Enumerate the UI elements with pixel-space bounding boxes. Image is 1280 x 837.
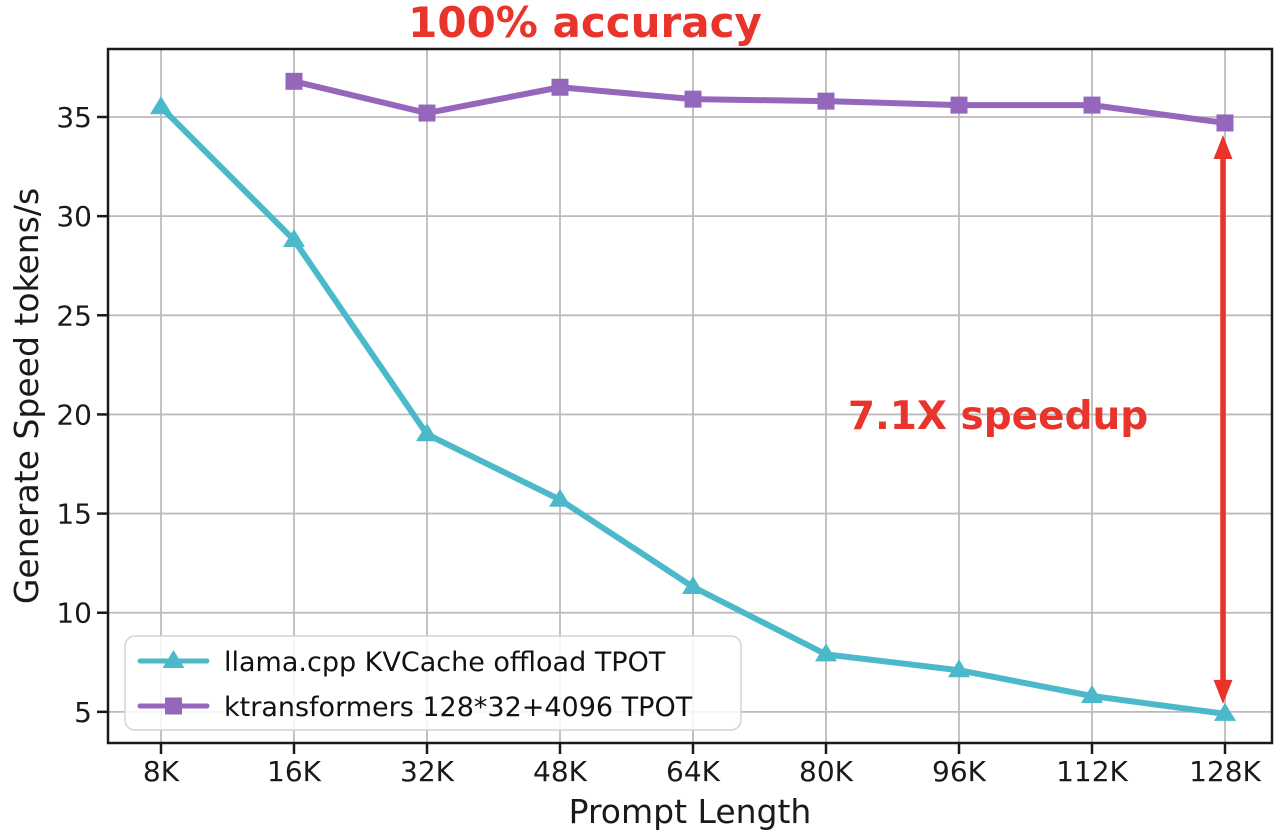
- legend: llama.cpp KVCache offload TPOT ktransfor…: [124, 635, 742, 731]
- series-line-1: [291, 78, 1228, 126]
- arrow-head-up: [1213, 134, 1233, 159]
- marker-0-6: [948, 659, 970, 678]
- xtick-label-64K: 64K: [666, 755, 721, 788]
- ytick-label-25: 25: [56, 299, 92, 332]
- xtick-label-16K: 16K: [267, 755, 322, 788]
- ytick-label-20: 20: [56, 398, 92, 431]
- marker-1-2: [551, 78, 569, 96]
- marker-1-5: [950, 96, 968, 114]
- marker-1-7: [1216, 114, 1234, 132]
- series-1: [285, 72, 1234, 132]
- marker-1-3: [684, 90, 702, 108]
- legend-box: [124, 635, 742, 731]
- legend-sample-marker-1: [165, 697, 182, 715]
- axis-ticks: 8K 16K 32K 48K 64K 80K 96K 112K 128K 5 10 15 20 25 30 3…: [56, 101, 1261, 788]
- xtick-label-96K: 96K: [932, 755, 987, 788]
- marker-0-1: [283, 228, 305, 247]
- ytick-label-35: 35: [56, 101, 92, 134]
- marker-0-0: [150, 96, 172, 115]
- ytick-label-30: 30: [56, 200, 92, 233]
- marker-1-6: [1083, 96, 1101, 114]
- gridlines: [108, 49, 1272, 743]
- xtick-label-48K: 48K: [533, 755, 588, 788]
- series-0: [150, 96, 1236, 721]
- accuracy-annotation: 100% accuracy: [408, 0, 762, 47]
- marker-0-3: [549, 488, 571, 507]
- speedup-arrow: [1213, 134, 1233, 704]
- marker-1-0: [285, 72, 303, 90]
- marker-0-7: [1081, 685, 1103, 704]
- data-series: [150, 72, 1236, 721]
- ytick-label-15: 15: [56, 498, 92, 531]
- marker-0-8: [1214, 702, 1236, 721]
- plot-border: [106, 47, 1274, 745]
- y-axis-label: Generate Speed tokens/s: [7, 188, 46, 604]
- ytick-label-10: 10: [56, 597, 92, 630]
- marker-1-4: [817, 92, 835, 110]
- legend-sample-marker-0: [162, 650, 185, 668]
- xtick-label-112K: 112K: [1056, 755, 1128, 788]
- x-axis-label: Prompt Length: [569, 792, 812, 831]
- marker-0-4: [682, 575, 704, 594]
- ytick-label-5: 5: [74, 696, 92, 729]
- marker-1-1: [418, 104, 436, 122]
- xtick-label-8K: 8K: [143, 755, 180, 788]
- legend-label-llama: llama.cpp KVCache offload TPOT: [224, 647, 666, 678]
- legend-label-ktransformers: ktransformers 128*32+4096 TPOT: [224, 692, 693, 723]
- arrow-head-down: [1213, 679, 1233, 704]
- marker-0-2: [416, 423, 438, 442]
- xtick-label-32K: 32K: [400, 755, 455, 788]
- xtick-label-80K: 80K: [799, 755, 854, 788]
- xtick-label-128K: 128K: [1189, 755, 1261, 788]
- marker-0-5: [815, 643, 837, 662]
- legend-samples: [137, 650, 210, 715]
- speedup-annotation: 7.1X speedup: [848, 394, 1148, 439]
